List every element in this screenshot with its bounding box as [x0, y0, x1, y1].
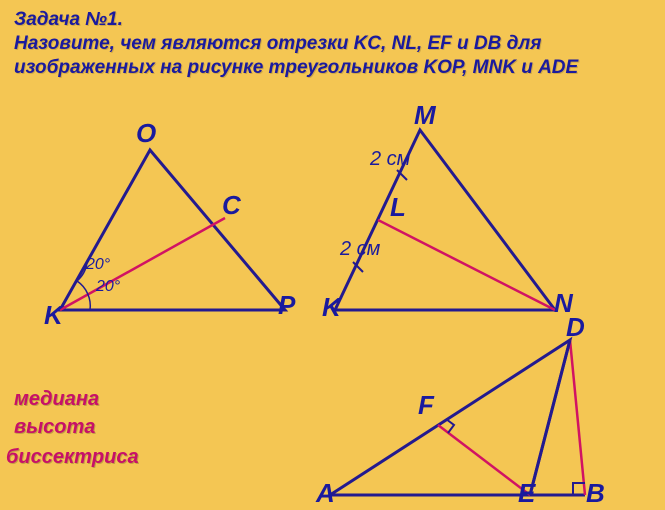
label-M: M [414, 100, 436, 131]
label-P: P [278, 290, 295, 321]
term-vysota: высота [14, 416, 95, 439]
label-K1: K [44, 300, 63, 331]
triangle-mnk [335, 130, 555, 310]
task-heading: Задача №1. [14, 9, 123, 30]
label-B: B [586, 478, 605, 509]
label-D: D [566, 312, 585, 343]
task-body: Назовите, чем являются отрезки KC, NL, E… [14, 33, 578, 78]
label-F: F [418, 390, 434, 421]
label-O: O [136, 118, 156, 149]
label-A: A [316, 478, 335, 509]
label-E: E [518, 478, 535, 509]
triangle-kop [60, 150, 285, 310]
len-upper: 2 см [370, 148, 410, 171]
len-lower: 2 см [340, 238, 380, 261]
problem-statement: Задача №1. Назовите, чем являются отрезк… [14, 8, 651, 79]
label-K2: K [322, 292, 341, 323]
term-mediana: медиана [14, 388, 99, 411]
label-L: L [390, 192, 406, 223]
angle-upper: 20° [86, 256, 110, 274]
angle-lower: 20° [96, 278, 120, 296]
triangle-ade [330, 340, 585, 495]
term-bissektrisa: биссектриса [6, 446, 139, 469]
label-C: C [222, 190, 241, 221]
